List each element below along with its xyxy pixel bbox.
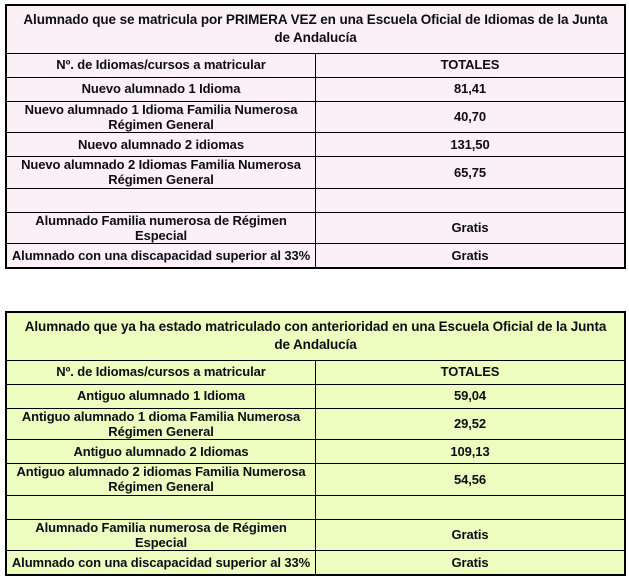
row-value-empty <box>315 494 626 520</box>
row-label: Nuevo alumnado 1 Idioma Familia Numerosa… <box>5 100 316 134</box>
row-label: Alumnado Familia numerosa de Régimen Esp… <box>5 211 316 245</box>
table-row: Nuevo alumnado 2 idiomas 131,50 <box>5 132 626 158</box>
column-header-label: Nº. de Idiomas/cursos a matricular <box>5 52 316 78</box>
column-header-label: Nº. de Idiomas/cursos a matricular <box>5 359 316 385</box>
row-label: Alumnado con una discapacidad superior a… <box>5 243 316 269</box>
table-row: Alumnado con una discapacidad superior a… <box>5 550 626 576</box>
row-value: 40,70 <box>315 100 626 134</box>
column-header-value: TOTALES <box>315 359 626 385</box>
row-label: Alumnado con una discapacidad superior a… <box>5 550 316 576</box>
table-spacer-row <box>5 187 626 213</box>
row-value: Gratis <box>315 243 626 269</box>
table-row: Nuevo alumnado 1 Idioma Familia Numerosa… <box>5 100 626 134</box>
row-label: Nuevo alumnado 2 idiomas <box>5 132 316 158</box>
row-value: 131,50 <box>315 132 626 158</box>
row-label-empty <box>5 187 316 213</box>
row-label: Antiguo alumnado 2 Idiomas <box>5 439 316 465</box>
row-value-empty <box>315 187 626 213</box>
table-row: Alumnado Familia numerosa de Régimen Esp… <box>5 211 626 245</box>
table-header-row: Nº. de Idiomas/cursos a matricular TOTAL… <box>5 359 626 385</box>
row-value: 65,75 <box>315 156 626 189</box>
table-row: Antiguo alumnado 2 idiomas Familia Numer… <box>5 463 626 496</box>
row-value: 109,13 <box>315 439 626 465</box>
row-value: Gratis <box>315 550 626 576</box>
fee-table-primera-vez: Alumnado que se matricula por PRIMERA VE… <box>5 4 626 269</box>
table-row: Antiguo alumnado 2 Idiomas 109,13 <box>5 439 626 465</box>
row-value: Gratis <box>315 518 626 552</box>
column-header-value: TOTALES <box>315 52 626 78</box>
table-row: Antiguo alumnado 1 dioma Familia Numeros… <box>5 407 626 441</box>
table-header-row: Nº. de Idiomas/cursos a matricular TOTAL… <box>5 52 626 78</box>
table-title: Alumnado que se matricula por PRIMERA VE… <box>5 4 626 54</box>
row-label: Nuevo alumnado 1 Idioma <box>5 76 316 102</box>
table-row: Alumnado Familia numerosa de Régimen Esp… <box>5 518 626 552</box>
table-row: Alumnado con una discapacidad superior a… <box>5 243 626 269</box>
table-spacer-row <box>5 494 626 520</box>
row-value: 29,52 <box>315 407 626 441</box>
table-title-row: Alumnado que ya ha estado matriculado co… <box>5 311 626 361</box>
row-label: Antiguo alumnado 2 idiomas Familia Numer… <box>5 463 316 496</box>
row-value: 81,41 <box>315 76 626 102</box>
row-value: Gratis <box>315 211 626 245</box>
row-label-empty <box>5 494 316 520</box>
fee-table-antiguo-alumnado: Alumnado que ya ha estado matriculado co… <box>5 311 626 576</box>
table-row: Nuevo alumnado 2 Idiomas Familia Numeros… <box>5 156 626 189</box>
row-label: Antiguo alumnado 1 Idioma <box>5 383 316 409</box>
table-row: Nuevo alumnado 1 Idioma 81,41 <box>5 76 626 102</box>
row-label: Alumnado Familia numerosa de Régimen Esp… <box>5 518 316 552</box>
table-title-row: Alumnado que se matricula por PRIMERA VE… <box>5 4 626 54</box>
table-row: Antiguo alumnado 1 Idioma 59,04 <box>5 383 626 409</box>
table-title: Alumnado que ya ha estado matriculado co… <box>5 311 626 361</box>
row-label: Nuevo alumnado 2 Idiomas Familia Numeros… <box>5 156 316 189</box>
row-value: 54,56 <box>315 463 626 496</box>
row-label: Antiguo alumnado 1 dioma Familia Numeros… <box>5 407 316 441</box>
row-value: 59,04 <box>315 383 626 409</box>
